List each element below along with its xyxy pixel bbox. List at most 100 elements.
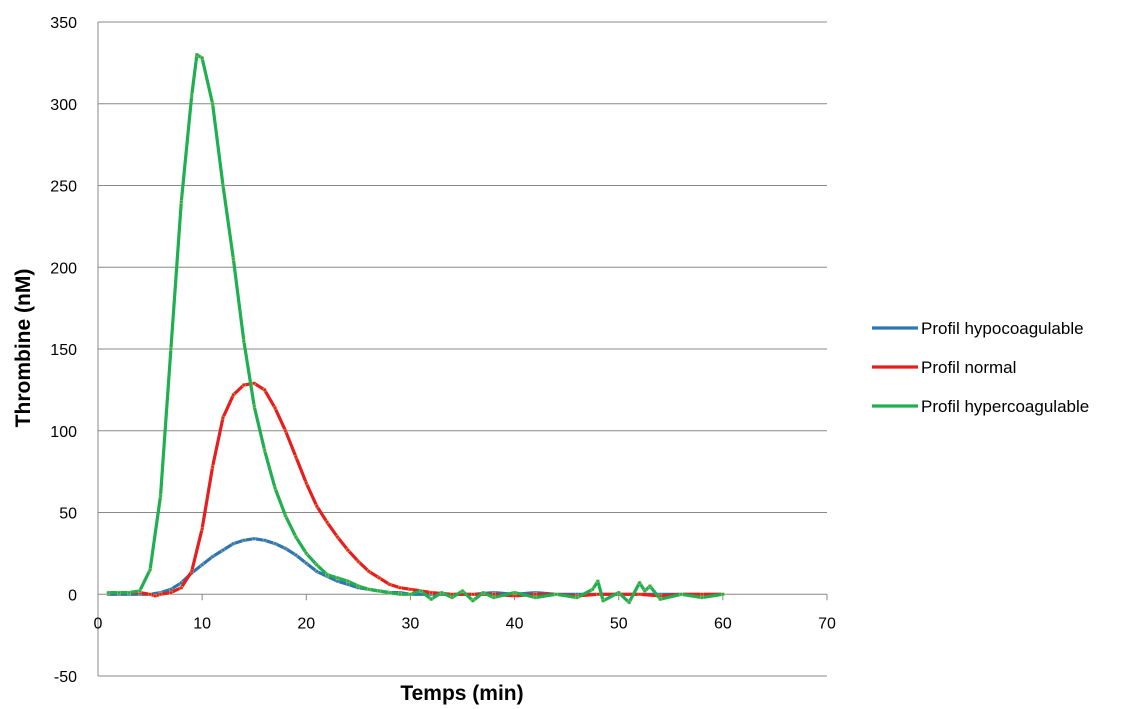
series-point bbox=[304, 551, 308, 556]
series-point bbox=[117, 590, 121, 595]
series-point bbox=[195, 53, 199, 57]
series-point bbox=[679, 592, 683, 596]
y-tick-label: 200 bbox=[50, 260, 77, 277]
series-point bbox=[533, 592, 538, 596]
y-tick-label: 350 bbox=[50, 15, 77, 32]
series-point bbox=[179, 586, 184, 590]
series-point bbox=[148, 568, 152, 572]
series-point bbox=[637, 592, 642, 596]
series-point bbox=[158, 592, 163, 596]
series-point bbox=[252, 381, 256, 386]
series-point bbox=[231, 257, 236, 261]
series-point bbox=[439, 590, 444, 595]
gridlines bbox=[98, 21, 827, 677]
series-point bbox=[356, 559, 361, 564]
legend-label: Profil normal bbox=[921, 358, 1016, 377]
series-point bbox=[200, 56, 204, 60]
series-point bbox=[210, 554, 215, 559]
series-point bbox=[596, 579, 600, 583]
series-point bbox=[492, 595, 496, 600]
series-point bbox=[242, 383, 246, 387]
y-tick-label: 150 bbox=[50, 342, 77, 359]
series-point bbox=[575, 595, 579, 600]
series-point bbox=[283, 514, 288, 518]
series-point bbox=[262, 538, 267, 542]
series-point bbox=[106, 590, 111, 595]
series-point bbox=[643, 589, 647, 593]
series-point bbox=[242, 339, 246, 343]
x-tick-label: 70 bbox=[818, 615, 836, 632]
series-point bbox=[471, 599, 475, 603]
y-tick-label: 250 bbox=[50, 179, 77, 196]
x-tick-label: 0 bbox=[94, 615, 103, 632]
series-point bbox=[190, 93, 194, 98]
y-tick-label: -50 bbox=[54, 669, 77, 686]
series-point bbox=[512, 594, 517, 598]
series-point bbox=[387, 590, 392, 595]
series-point bbox=[304, 561, 308, 565]
series-point bbox=[294, 553, 298, 557]
y-tick-label: 100 bbox=[50, 424, 77, 441]
series-point bbox=[367, 569, 371, 574]
series-point bbox=[429, 590, 433, 595]
series-point bbox=[169, 347, 173, 351]
series-point bbox=[429, 597, 433, 601]
series-point bbox=[398, 592, 402, 596]
x-tick-labels: 0 10 20 30 40 50 60 70 bbox=[94, 615, 836, 632]
series-point bbox=[700, 595, 704, 600]
series-point bbox=[221, 415, 225, 420]
series-point bbox=[283, 546, 288, 551]
series-point bbox=[169, 590, 173, 595]
series-point bbox=[283, 429, 288, 433]
series-point bbox=[721, 592, 725, 596]
series-point bbox=[315, 563, 319, 567]
series-point bbox=[637, 581, 642, 585]
series-point bbox=[148, 592, 152, 596]
x-tick-label: 60 bbox=[714, 615, 732, 632]
legend-label: Profil hypercoagulable bbox=[921, 397, 1089, 416]
series-point bbox=[658, 597, 663, 601]
series-point bbox=[460, 589, 465, 593]
series-point bbox=[617, 590, 621, 595]
series-lines bbox=[106, 53, 725, 605]
series-point bbox=[492, 592, 496, 596]
y-tick-labels: -50 0 50 100 150 200 250 300 350 bbox=[50, 15, 77, 686]
series-point bbox=[335, 579, 340, 583]
series-point bbox=[231, 541, 236, 546]
series-line-3 bbox=[106, 53, 725, 605]
series-point bbox=[512, 590, 517, 595]
series-point bbox=[601, 599, 605, 603]
y-tick-label: 300 bbox=[50, 97, 77, 114]
series-point bbox=[377, 589, 381, 593]
series-point bbox=[377, 576, 381, 580]
series-point bbox=[627, 600, 631, 605]
series-point bbox=[335, 576, 340, 580]
series-point bbox=[408, 587, 413, 592]
series-point bbox=[200, 527, 204, 531]
series-point bbox=[231, 393, 236, 397]
series-point bbox=[210, 465, 215, 469]
series-point bbox=[137, 589, 142, 593]
series-point bbox=[471, 592, 475, 596]
series-point bbox=[596, 592, 600, 596]
series-point bbox=[346, 548, 350, 552]
series-point bbox=[262, 448, 267, 453]
series-point bbox=[210, 102, 215, 106]
legend: Profil hypocoagulable Profil normal Profil… bbox=[872, 319, 1089, 416]
series-point bbox=[153, 594, 157, 598]
legend-marker bbox=[893, 404, 897, 408]
series-point bbox=[262, 388, 267, 392]
series-point bbox=[554, 592, 558, 596]
series-point bbox=[648, 584, 652, 588]
series-point bbox=[356, 584, 361, 588]
legend-marker bbox=[893, 365, 897, 369]
series-point bbox=[179, 200, 184, 204]
series-point bbox=[304, 481, 308, 485]
series-point bbox=[450, 595, 454, 600]
series-point bbox=[590, 587, 595, 592]
series-point bbox=[242, 538, 246, 542]
series-point bbox=[294, 535, 298, 539]
y-tick-label: 0 bbox=[68, 587, 77, 604]
x-tick-label: 20 bbox=[297, 615, 315, 632]
